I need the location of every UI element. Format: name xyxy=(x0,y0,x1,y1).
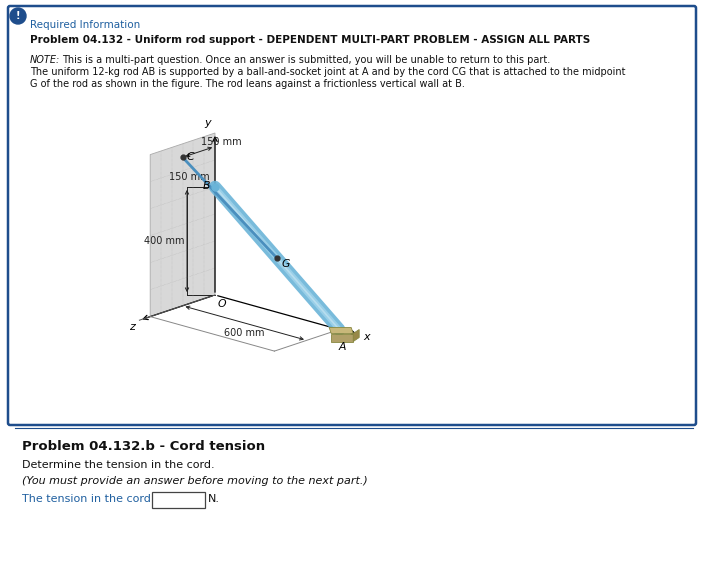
Text: Problem 04.132 - Uniform rod support - DEPENDENT MULTI-PART PROBLEM - ASSIGN ALL: Problem 04.132 - Uniform rod support - D… xyxy=(30,35,590,45)
Polygon shape xyxy=(329,328,353,333)
Text: y: y xyxy=(204,118,211,128)
Circle shape xyxy=(10,8,26,24)
Text: N.: N. xyxy=(208,494,220,504)
Text: x: x xyxy=(363,332,369,342)
Text: This is a multi-part question. Once an answer is submitted, you will be unable t: This is a multi-part question. Once an a… xyxy=(62,55,550,65)
Text: The tension in the cord is: The tension in the cord is xyxy=(22,494,163,504)
Text: 600 mm: 600 mm xyxy=(225,328,265,338)
Text: C: C xyxy=(186,152,194,162)
Text: 400 mm: 400 mm xyxy=(143,236,184,246)
Polygon shape xyxy=(331,333,353,341)
Text: The uniform 12-kg rod AB is supported by a ball-and-socket joint at A and by the: The uniform 12-kg rod AB is supported by… xyxy=(30,67,626,77)
Text: (You must provide an answer before moving to the next part.): (You must provide an answer before movin… xyxy=(22,476,368,486)
Text: !: ! xyxy=(16,11,20,21)
Text: G: G xyxy=(281,259,289,269)
Text: B: B xyxy=(203,181,210,191)
Polygon shape xyxy=(353,329,359,341)
Text: O: O xyxy=(218,299,227,309)
FancyBboxPatch shape xyxy=(152,491,205,507)
Text: Problem 04.132.b - Cord tension: Problem 04.132.b - Cord tension xyxy=(22,440,265,453)
Text: A: A xyxy=(338,341,346,352)
Text: Required Information: Required Information xyxy=(30,20,140,30)
Text: z: z xyxy=(129,322,136,332)
Text: 150 mm: 150 mm xyxy=(169,172,210,182)
Polygon shape xyxy=(150,133,215,316)
Text: G of the rod as shown in the figure. The rod leans against a frictionless vertic: G of the rod as shown in the figure. The… xyxy=(30,79,465,89)
Text: NOTE:: NOTE: xyxy=(30,55,60,65)
FancyBboxPatch shape xyxy=(8,6,696,425)
Text: 150 mm: 150 mm xyxy=(201,137,241,147)
Text: Determine the tension in the cord.: Determine the tension in the cord. xyxy=(22,460,215,470)
